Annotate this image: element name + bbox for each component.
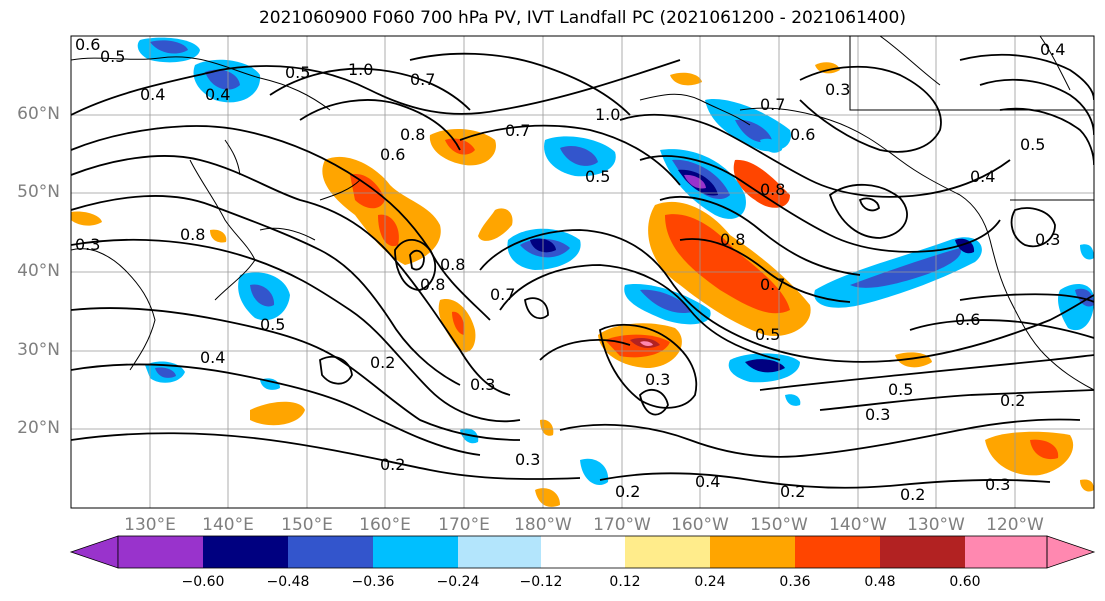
graticule — [71, 36, 1094, 508]
contour-label: 0.5 — [585, 167, 610, 186]
contour-label: 0.6 — [955, 310, 980, 329]
colorbar-bin — [373, 536, 458, 568]
colorbar-tick-label: −0.60 — [181, 574, 225, 590]
lon-label: 130°E — [124, 515, 176, 535]
colorbar-extend-low — [69, 535, 119, 569]
lon-label: 170°W — [593, 515, 651, 535]
lat-label: 40°N — [17, 261, 60, 281]
contour-label: 0.4 — [205, 85, 230, 104]
colorbar-bin — [795, 536, 880, 568]
contour-label: 0.2 — [1000, 391, 1025, 410]
lon-label: 140°E — [202, 515, 254, 535]
pv-contours — [71, 52, 1094, 489]
contour-label: 0.3 — [470, 375, 495, 394]
lon-label: 130°W — [907, 515, 965, 535]
map-frame — [70, 35, 1095, 509]
contour-label: 0.3 — [865, 405, 890, 424]
contour-label: 0.5 — [888, 380, 913, 399]
contour-label: 0.3 — [985, 475, 1010, 494]
colorbar-bin — [541, 536, 625, 568]
colorbar-bin — [625, 536, 710, 568]
lon-label: 180°W — [514, 515, 572, 535]
lon-label: 160°E — [359, 515, 411, 535]
lat-label: 30°N — [17, 340, 60, 360]
lat-label: 50°N — [17, 182, 60, 202]
colorbar-tick-label: 0.48 — [864, 574, 896, 590]
contour-label: 0.4 — [695, 472, 720, 491]
lat-label: 20°N — [17, 418, 60, 438]
contour-label: 0.3 — [1035, 230, 1060, 249]
contour-label: 0.2 — [370, 353, 395, 372]
lon-label: 120°W — [986, 515, 1044, 535]
lon-label: 160°W — [671, 515, 729, 535]
contour-label: 0.8 — [180, 225, 205, 244]
contour-label: 0.2 — [380, 455, 405, 474]
colorbar-bin — [458, 536, 541, 568]
colorbar-tick-label: −0.12 — [519, 574, 563, 590]
contour-label-group: 0.6 0.5 0.4 0.4 0.5 1.0 0.7 0.8 1.0 0.7 … — [75, 35, 1065, 504]
contour-label: 0.2 — [615, 482, 640, 501]
colorbar-bin — [203, 536, 288, 568]
contour-label: 0.7 — [760, 275, 785, 294]
contour-label: 0.7 — [410, 70, 435, 89]
contour-label: 0.4 — [970, 167, 995, 186]
lon-label: 170°E — [438, 515, 490, 535]
contour-label: 0.6 — [75, 35, 100, 54]
contour-label: 0.8 — [440, 255, 465, 274]
contour-label: 0.5 — [100, 47, 125, 66]
contour-label: 0.5 — [755, 325, 780, 344]
negative-shading — [137, 37, 1094, 486]
contour-label: 0.5 — [1020, 135, 1045, 154]
colorbar-tick-label: 0.36 — [779, 574, 811, 590]
contour-label: 0.5 — [285, 63, 310, 82]
colorbar-tick-label: −0.24 — [436, 574, 480, 590]
colorbar-extend-high — [1046, 535, 1096, 569]
colorbar-tick-label: −0.48 — [266, 574, 310, 590]
colorbar-bin — [710, 536, 795, 568]
contour-label: 1.0 — [348, 60, 373, 79]
contour-label: 0.4 — [140, 85, 165, 104]
colorbar-tick-label: 0.60 — [949, 574, 981, 590]
contour-label: 0.5 — [260, 315, 285, 334]
contour-label: 0.2 — [900, 485, 925, 504]
contour-label: 1.0 — [595, 105, 620, 124]
colorbar-bin — [965, 536, 1047, 568]
map-title: 2021060900 F060 700 hPa PV, IVT Landfall… — [258, 8, 906, 28]
contour-label: 0.4 — [1040, 40, 1065, 59]
coastlines — [71, 36, 1094, 391]
lon-label: 150°E — [281, 515, 333, 535]
contour-label: 0.3 — [645, 370, 670, 389]
colorbar-bin — [880, 536, 965, 568]
contour-label: 0.7 — [760, 95, 785, 114]
colorbar-bin — [118, 536, 203, 568]
colorbar-tick-label: 0.24 — [694, 574, 726, 590]
lon-label: 150°W — [750, 515, 808, 535]
contour-label: 0.6 — [790, 125, 815, 144]
lon-label: 140°W — [829, 515, 887, 535]
colorbar-outline — [117, 535, 1048, 569]
contour-label: 0.7 — [490, 285, 515, 304]
map-content: 0.6 0.5 0.4 0.4 0.5 1.0 0.7 0.8 1.0 0.7 … — [71, 35, 1094, 508]
contour-label: 0.8 — [400, 125, 425, 144]
contour-label: 0.3 — [75, 235, 100, 254]
colorbar — [69, 535, 1096, 569]
colorbar-tick-label: −0.36 — [351, 574, 395, 590]
lat-label: 60°N — [17, 104, 60, 124]
contour-label: 0.3 — [515, 450, 540, 469]
contour-label: 0.3 — [825, 80, 850, 99]
colorbar-bin — [288, 536, 373, 568]
contour-label: 0.8 — [720, 230, 745, 249]
colorbar-tick-label: 0.12 — [609, 574, 641, 590]
contour-label: 0.8 — [760, 180, 785, 199]
contour-label: 0.6 — [380, 145, 405, 164]
contour-label: 0.8 — [420, 275, 445, 294]
contour-label: 0.2 — [780, 482, 805, 501]
positive-shading — [71, 62, 1094, 507]
contour-label: 0.4 — [200, 348, 225, 367]
contour-label: 0.7 — [505, 121, 530, 140]
